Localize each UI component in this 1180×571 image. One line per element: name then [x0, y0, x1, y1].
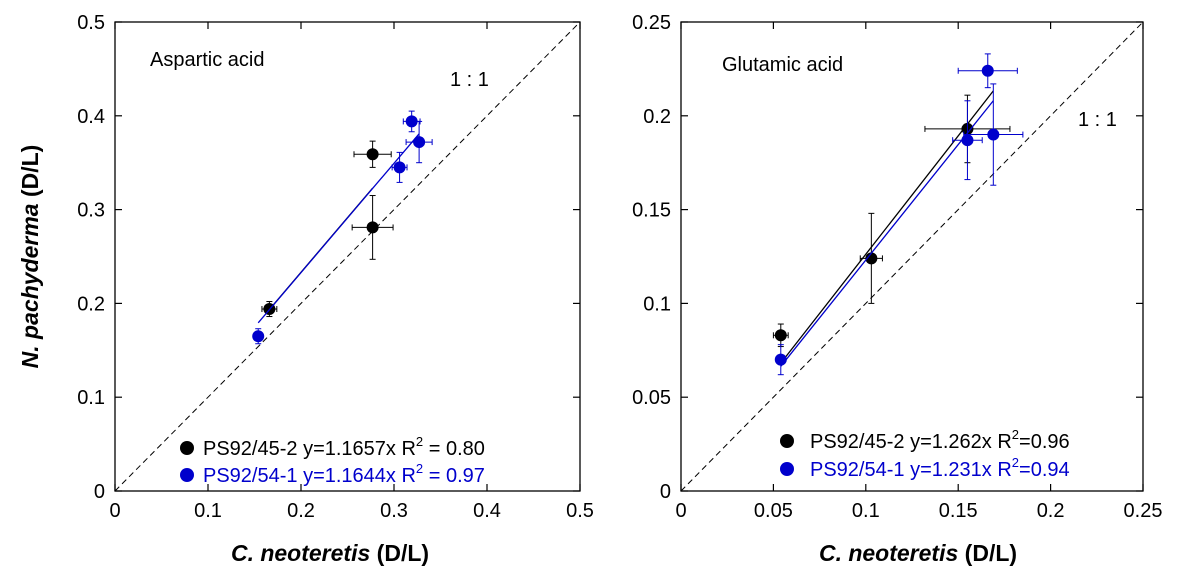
y-tick-label: 0 — [660, 481, 671, 503]
series-2 — [774, 53, 1024, 376]
x-axis-label-unit: (D/L) — [370, 540, 429, 566]
legend-r2-superscript: 2 — [416, 434, 423, 449]
legend-entry: PS92/45-2 y=1.262x R2=0.96 — [810, 427, 1070, 453]
one-to-one-line — [680, 21, 1144, 492]
data-point — [413, 136, 426, 149]
legend-entry-text: PS92/45-2 y=1.262x R — [810, 431, 1012, 453]
x-tick-label: 0.4 — [473, 500, 501, 522]
series-1 — [261, 140, 394, 318]
one-to-one-label: 1 : 1 — [450, 69, 489, 91]
x-tick-label: 0.1 — [852, 500, 880, 522]
legend-r2-superscript: 2 — [416, 461, 423, 476]
data-point — [366, 148, 379, 161]
panel-2: 0 0.05 0.1 0.15 0.2 0.25 0 0.05 0.1 0.15 0.2 0.25 C.… — [632, 12, 1162, 566]
data-point — [393, 161, 406, 174]
y-tick-label: 0.25 — [632, 12, 671, 34]
plot-frame — [680, 21, 1144, 492]
one-to-one-label: 1 : 1 — [1078, 109, 1117, 131]
legend-entry: PS92/54-1 y=1.231x R2=0.94 — [810, 455, 1070, 481]
x-tick-label: 0.25 — [1124, 500, 1163, 522]
y-tick-label: 0.1 — [643, 293, 671, 315]
x-tick-label: 0 — [675, 500, 686, 522]
legend-r2-value: =0.96 — [1019, 431, 1070, 453]
legend-r2-superscript: 2 — [1012, 427, 1019, 442]
legend-r2-value: =0.94 — [1019, 459, 1070, 481]
series-2 — [252, 110, 433, 345]
data-point — [981, 64, 994, 77]
y-axis-label-unit: (D/L) — [17, 145, 43, 204]
legend-r2-value: = 0.80 — [423, 438, 485, 460]
x-axis-label-unit: (D/L) — [958, 540, 1017, 566]
legend-entry: PS92/54-1 y=1.1644x R2 = 0.97 — [203, 461, 485, 487]
y-tick-label: 0.3 — [77, 200, 105, 222]
y-tick-label: 0.5 — [77, 12, 105, 34]
y-tick-label: 0.2 — [77, 293, 105, 315]
data-point — [405, 115, 418, 128]
x-tick-label: 0.2 — [287, 500, 315, 522]
data-point — [865, 252, 878, 265]
y-tick-label: 0.05 — [632, 387, 671, 409]
y-axis-label: N. pachyderma (D/L) — [17, 145, 43, 369]
y-tick-label: 0.4 — [77, 106, 105, 128]
legend-marker — [180, 468, 194, 482]
legend-entry-text: PS92/54-1 y=1.1644x R — [203, 465, 416, 487]
y-tick-label: 0.15 — [632, 200, 671, 222]
data-point — [961, 134, 974, 147]
y-tick-label: 0.2 — [643, 106, 671, 128]
x-axis-label-species: C. neoteretis — [231, 540, 370, 566]
x-tick-label: 0.3 — [380, 500, 408, 522]
y-axis-label-species: N. pachyderma — [17, 203, 43, 368]
x-axis-label: C. neoteretis (D/L) — [231, 540, 429, 566]
x-tick-label: 0 — [109, 500, 120, 522]
legend-r2-value: = 0.97 — [423, 465, 485, 487]
y-tick-label: 0 — [94, 481, 105, 503]
regression-line — [780, 100, 994, 367]
data-point — [774, 329, 787, 342]
legend-entry: PS92/45-2 y=1.1657x R2 = 0.80 — [203, 434, 485, 460]
legend-marker — [780, 462, 794, 476]
legend-r2-superscript: 2 — [1012, 455, 1019, 470]
data-point — [366, 221, 379, 234]
panel-label: Aspartic acid — [150, 49, 265, 71]
legend-entry-text: PS92/45-2 y=1.1657x R — [203, 438, 416, 460]
x-tick-label: 0.2 — [1037, 500, 1065, 522]
x-tick-label: 0.5 — [566, 500, 594, 522]
x-tick-label: 0.1 — [194, 500, 222, 522]
panel-1: 0 0.1 0.2 0.3 0.4 0.5 0 0.1 0.2 0.3 0.4 0.5 C. neote… — [17, 12, 594, 566]
panel-label: Glutamic acid — [722, 54, 843, 76]
data-point — [774, 353, 787, 366]
regression-line — [780, 90, 994, 364]
y-tick-label: 0.1 — [77, 387, 105, 409]
legend-marker — [180, 441, 194, 455]
x-axis-label: C. neoteretis (D/L) — [819, 540, 1017, 566]
data-point — [987, 128, 1000, 141]
one-to-one-line — [114, 21, 581, 492]
plot-frame — [114, 21, 581, 492]
legend-entry-text: PS92/54-1 y=1.231x R — [810, 459, 1012, 481]
x-axis-label-species: C. neoteretis — [819, 540, 958, 566]
regression-line — [257, 133, 420, 324]
x-tick-label: 0.05 — [754, 500, 793, 522]
data-point — [252, 330, 265, 343]
legend-marker — [780, 434, 794, 448]
x-tick-label: 0.15 — [939, 500, 978, 522]
